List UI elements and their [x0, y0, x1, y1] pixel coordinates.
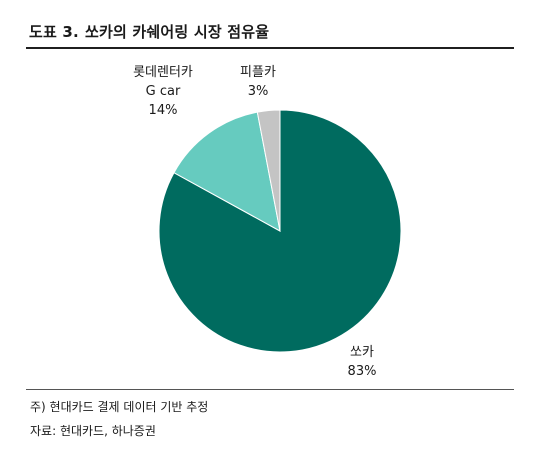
- source-note: 자료: 현대카드, 하나증권: [30, 424, 156, 438]
- figure-title: 도표 3. 쏘카의 카쉐어링 시장 점유율: [29, 21, 269, 42]
- slice-label-1: 쏘카 83%: [348, 345, 377, 379]
- slice-label-2: 롯데렌터카 G car 14%: [133, 65, 193, 118]
- slice-label-3: 피플카 3%: [240, 65, 276, 99]
- pie-slice-3: [256, 109, 281, 232]
- footnote: 주) 현대카드 결제 데이터 기반 추정: [30, 400, 209, 414]
- pie-slice-2: [173, 111, 281, 232]
- footer-divider: [26, 389, 514, 390]
- figure-title-text: 쏘카의 카쉐어링 시장 점유율: [84, 23, 270, 41]
- figure-number: 도표 3.: [29, 23, 79, 41]
- title-divider: [26, 47, 514, 49]
